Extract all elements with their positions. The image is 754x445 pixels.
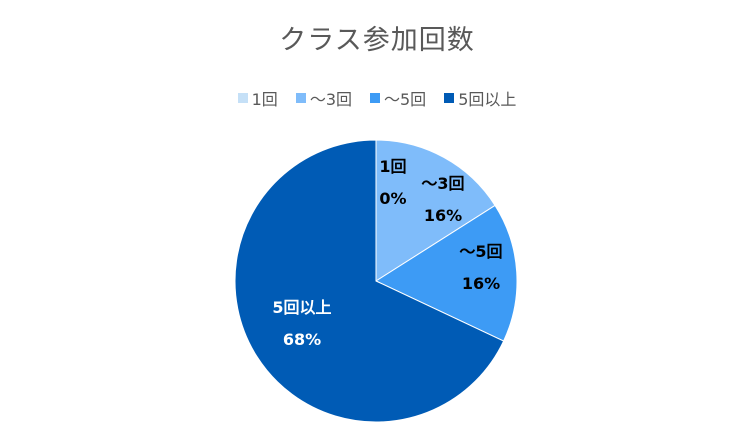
legend-item-5: 〜5回 [370, 86, 426, 110]
pie-slice [375, 139, 496, 282]
legend-label: 1回 [251, 90, 278, 109]
pie-slice [374, 204, 518, 342]
chart-legend: 1回 〜3回 〜5回 5回以上 [0, 86, 754, 110]
slice-percent-label: 16% [462, 274, 500, 293]
legend-label: 〜3回 [309, 90, 352, 109]
legend-swatch [370, 93, 380, 103]
chart-title: クラス参加回数 [279, 25, 475, 56]
slice-category-label: 1回 [379, 157, 406, 176]
slice-percent-label: 0% [379, 189, 406, 208]
legend-swatch [237, 93, 248, 103]
pie-labels: 1回 0% 〜3回 16% 〜5回 16% 5回以上 68% [272, 157, 502, 349]
slice-percent-label: 16% [424, 206, 462, 225]
pie-slices [234, 139, 518, 423]
legend-item-1: 1回 [237, 86, 278, 110]
slice-category-label: 〜5回 [459, 242, 502, 261]
pie-slice [234, 139, 505, 423]
legend-item-3: 〜3回 [295, 86, 352, 110]
legend-item-5plus: 5回以上 [444, 86, 516, 110]
legend-label: 5回以上 [458, 90, 517, 109]
slice-category-label: 5回以上 [272, 298, 331, 317]
legend-swatch [444, 93, 455, 103]
legend-label: 〜5回 [384, 90, 427, 109]
legend-swatch [295, 93, 306, 103]
slice-percent-label: 68% [283, 330, 321, 349]
slice-category-label: 〜3回 [421, 174, 464, 193]
